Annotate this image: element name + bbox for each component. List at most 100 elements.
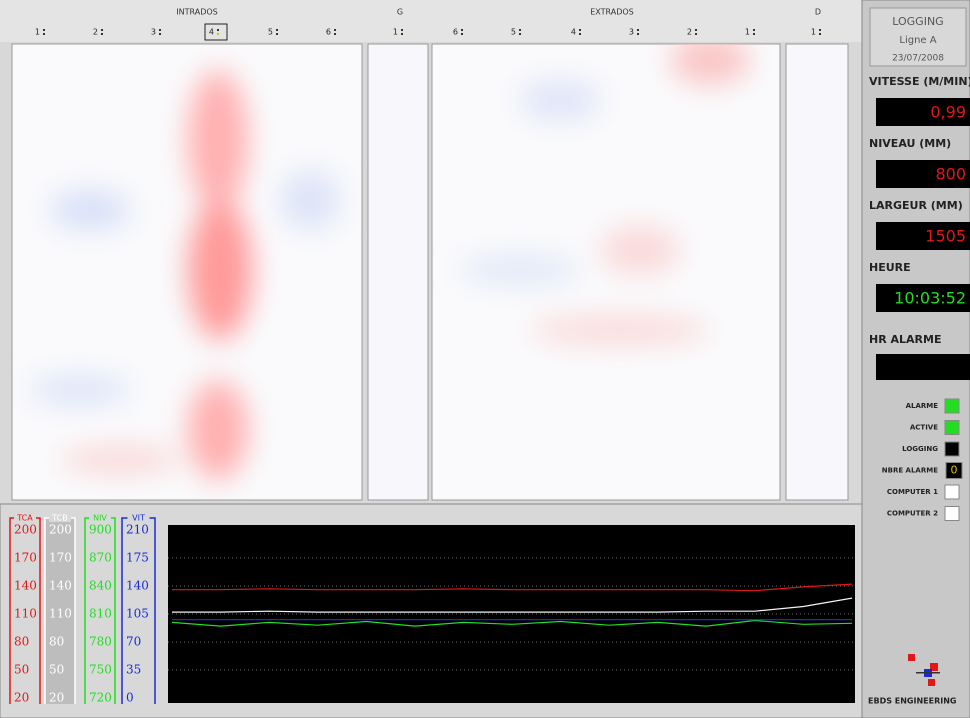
logo — [908, 654, 940, 686]
column-icon — [101, 29, 103, 31]
column-selected — [204, 23, 228, 41]
heatmap-d — [785, 43, 849, 501]
column-icon — [334, 33, 336, 35]
column-icon — [579, 33, 581, 35]
column-icon — [753, 33, 755, 35]
column-label: 3 — [629, 28, 634, 37]
axis-label-bg — [89, 513, 111, 522]
company-name: EBDS ENGINEERING — [868, 697, 956, 706]
indicator-label: NBRE ALARME — [882, 467, 938, 475]
column-label: 1 — [811, 28, 816, 37]
column-icon — [43, 29, 45, 31]
trend-line — [172, 583, 853, 592]
axis-tick-label: 105 — [126, 607, 149, 621]
axis-tick-label: 0 — [126, 691, 134, 705]
alarm-time-label: HR ALARME — [869, 333, 941, 346]
readout-value: 800 — [935, 165, 966, 184]
indicator-label: COMPUTER 2 — [887, 510, 938, 518]
trend-line — [172, 597, 853, 613]
column-icon — [579, 29, 581, 31]
readout-box — [876, 98, 970, 126]
column-icon — [276, 29, 278, 31]
column-label: 1 — [745, 28, 750, 37]
readout-value: 1505 — [925, 227, 966, 246]
axis-label-bg — [127, 513, 150, 522]
column-icon — [217, 29, 219, 31]
column-icon — [695, 33, 697, 35]
column-label: 2 — [93, 28, 98, 37]
axis-tick-label: 900 — [89, 523, 112, 537]
column-label: 5 — [268, 28, 273, 37]
readout-value: 0,99 — [930, 103, 966, 122]
trend-plot — [168, 525, 855, 703]
column-icon — [637, 29, 639, 31]
column-icon — [334, 29, 336, 31]
readout-value: 10:03:52 — [894, 289, 966, 308]
group-label: INTRADOS — [176, 8, 217, 17]
axis-label: TCA — [16, 514, 33, 523]
column-icon — [401, 33, 403, 35]
axis-tick-label: 140 — [126, 579, 149, 593]
axis-tick-label: 80 — [49, 635, 64, 649]
heatmap-blobs — [30, 70, 340, 480]
indicator-value: 0 — [951, 464, 958, 477]
status-title: LOGGING — [892, 15, 943, 28]
heatmap-panels — [11, 43, 849, 501]
column-icon — [819, 29, 821, 31]
column-label: 6 — [326, 28, 331, 37]
indicator-light — [944, 506, 960, 521]
axis-tick-label: 840 — [89, 579, 112, 593]
axis-label-bg — [49, 513, 71, 522]
readout-box — [876, 160, 970, 188]
axis-tick-label: 140 — [14, 579, 37, 593]
axis-bar — [45, 518, 75, 704]
indicator-light — [944, 441, 960, 457]
column-label: 6 — [453, 28, 458, 37]
column-icon — [461, 29, 463, 31]
group-label: D — [815, 8, 821, 17]
axis-tick-label: 780 — [89, 635, 112, 649]
column-label: 2 — [687, 28, 692, 37]
indicator-label: ALARME — [906, 402, 939, 410]
axis-tick-label: 210 — [126, 523, 149, 537]
column-icon — [519, 33, 521, 35]
indicator-label: ACTIVE — [910, 424, 938, 432]
axis-tick-label: 110 — [49, 607, 72, 621]
group-label: EXTRADOS — [590, 8, 634, 17]
heatmap-blobs-2 — [460, 44, 750, 345]
axis-tick-label: 170 — [49, 551, 72, 565]
column-icon — [217, 33, 219, 35]
axis-tick-label: 110 — [14, 607, 37, 621]
column-icon — [401, 29, 403, 31]
axis-tick-label: 50 — [14, 663, 29, 677]
indicator-light — [944, 420, 960, 435]
indicator-box — [945, 462, 963, 479]
indicator-light — [944, 398, 960, 414]
logging-box — [869, 7, 967, 67]
axis-tick-label: 80 — [14, 635, 29, 649]
readout-box — [876, 284, 970, 312]
axis-tick-label: 140 — [49, 579, 72, 593]
axis-tick-label: 20 — [14, 691, 29, 705]
indicator-label: LOGGING — [902, 445, 938, 453]
column-icon — [519, 29, 521, 31]
indicator-label: COMPUTER 1 — [887, 488, 938, 496]
column-label: 4 — [571, 28, 576, 37]
heatmap-g — [367, 43, 429, 501]
column-icon — [159, 33, 161, 35]
heatmap-intrados — [11, 43, 363, 501]
axis-tick-label: 200 — [14, 523, 37, 537]
axis-tick-label: 170 — [14, 551, 37, 565]
axis-tick-label: 20 — [49, 691, 64, 705]
axis-tick-label: 35 — [126, 663, 141, 677]
column-label: 5 — [511, 28, 516, 37]
axis-tick-label: 810 — [89, 607, 112, 621]
column-icon — [695, 29, 697, 31]
axis-tick-label: 720 — [89, 691, 112, 705]
axis-tick-label: 870 — [89, 551, 112, 565]
axis-tick-label: 70 — [126, 635, 141, 649]
status-line: Ligne A — [899, 35, 936, 46]
header-strip — [0, 0, 862, 42]
trend-line — [171, 619, 853, 627]
readout-label: NIVEAU (MM) — [869, 137, 951, 150]
